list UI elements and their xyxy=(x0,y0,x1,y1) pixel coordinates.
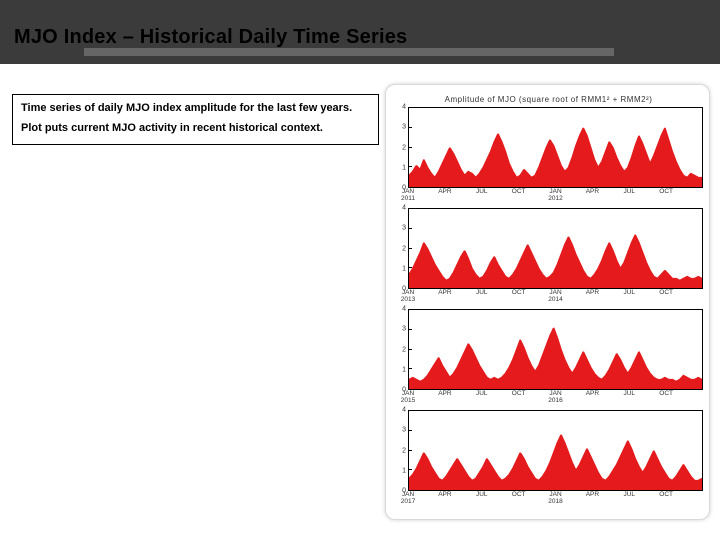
chart-panel: 01234JAN2011APRJULOCTJAN2012APRJULOCT xyxy=(394,107,703,202)
x-axis: JAN2013APRJULOCTJAN2014APRJULOCT xyxy=(408,289,703,303)
x-tick-label: APR xyxy=(586,290,599,297)
header-accent-bar xyxy=(84,48,614,56)
x-axis: JAN2011APRJULOCTJAN2012APRJULOCT xyxy=(408,188,703,202)
y-tick-label: 1 xyxy=(402,265,406,272)
y-axis: 01234 xyxy=(394,410,408,491)
chart-panel: 01234JAN2013APRJULOCTJAN2014APRJULOCT xyxy=(394,208,703,303)
plot-area xyxy=(408,410,703,491)
x-axis: JAN2015APRJULOCTJAN2016APRJULOCT xyxy=(408,390,703,404)
y-tick-label: 1 xyxy=(402,164,406,171)
chart-title: Amplitude of MJO (square root of RMM1² +… xyxy=(394,95,703,104)
x-tick-label: APR xyxy=(586,492,599,499)
plot-area xyxy=(408,107,703,188)
x-tick-label: OCT xyxy=(659,492,673,499)
timeseries-fill xyxy=(409,108,702,187)
y-tick-label: 3 xyxy=(402,225,406,232)
y-tick-label: 4 xyxy=(402,104,406,111)
page-title: MJO Index – Historical Daily Time Series xyxy=(14,26,407,49)
chart-panel: 01234JAN2015APRJULOCTJAN2016APRJULOCT xyxy=(394,309,703,404)
y-tick-label: 4 xyxy=(402,306,406,313)
y-tick-label: 2 xyxy=(402,346,406,353)
timeseries-fill xyxy=(409,310,702,389)
x-tick-label: JUL xyxy=(623,391,635,398)
timeseries-fill xyxy=(409,411,702,490)
plot-area xyxy=(408,309,703,390)
description-line-2: Plot puts current MJO activity in recent… xyxy=(21,121,370,135)
x-tick-label: APR xyxy=(438,391,451,398)
x-tick-label: OCT xyxy=(659,290,673,297)
x-tick-label: JAN2014 xyxy=(548,290,562,304)
y-tick-label: 3 xyxy=(402,124,406,131)
x-tick-label: APR xyxy=(586,391,599,398)
x-tick-label: OCT xyxy=(659,189,673,196)
x-tick-label: JAN2016 xyxy=(548,391,562,405)
x-tick-label: JAN2015 xyxy=(401,391,415,405)
x-tick-label: APR xyxy=(438,189,451,196)
x-tick-label: APR xyxy=(586,189,599,196)
chart-panels: 01234JAN2011APRJULOCTJAN2012APRJULOCT012… xyxy=(394,107,703,505)
x-tick-label: JAN2018 xyxy=(548,492,562,506)
chart-panel: 01234JAN2017APRJULOCTJAN2018APRJULOCT xyxy=(394,410,703,505)
x-tick-label: OCT xyxy=(512,391,526,398)
x-tick-label: APR xyxy=(438,492,451,499)
x-tick-label: APR xyxy=(438,290,451,297)
x-tick-label: JUL xyxy=(476,189,488,196)
x-tick-label: OCT xyxy=(659,391,673,398)
y-tick-label: 4 xyxy=(402,407,406,414)
y-tick-label: 2 xyxy=(402,144,406,151)
x-tick-label: JAN2017 xyxy=(401,492,415,506)
y-axis: 01234 xyxy=(394,208,408,289)
x-tick-label: JUL xyxy=(476,391,488,398)
x-tick-label: JUL xyxy=(476,290,488,297)
timeseries-fill xyxy=(409,209,702,288)
y-axis: 01234 xyxy=(394,107,408,188)
y-tick-label: 4 xyxy=(402,205,406,212)
description-line-1: Time series of daily MJO index amplitude… xyxy=(21,101,370,115)
y-tick-label: 3 xyxy=(402,326,406,333)
x-tick-label: OCT xyxy=(512,189,526,196)
x-tick-label: OCT xyxy=(512,290,526,297)
description-box: Time series of daily MJO index amplitude… xyxy=(12,94,379,145)
x-tick-label: JAN2013 xyxy=(401,290,415,304)
x-tick-label: JAN2011 xyxy=(401,189,415,203)
x-tick-label: JUL xyxy=(623,492,635,499)
slide: MJO Index – Historical Daily Time Series… xyxy=(0,0,720,540)
y-tick-label: 3 xyxy=(402,427,406,434)
x-tick-label: JUL xyxy=(623,189,635,196)
y-tick-label: 2 xyxy=(402,245,406,252)
x-tick-label: JAN2012 xyxy=(548,189,562,203)
plot-area xyxy=(408,208,703,289)
x-tick-label: JUL xyxy=(623,290,635,297)
x-tick-label: OCT xyxy=(512,492,526,499)
x-tick-label: JUL xyxy=(476,492,488,499)
y-tick-label: 1 xyxy=(402,467,406,474)
y-tick-label: 2 xyxy=(402,447,406,454)
y-tick-label: 1 xyxy=(402,366,406,373)
y-axis: 01234 xyxy=(394,309,408,390)
x-axis: JAN2017APRJULOCTJAN2018APRJULOCT xyxy=(408,491,703,505)
chart-frame: Amplitude of MJO (square root of RMM1² +… xyxy=(385,84,710,520)
